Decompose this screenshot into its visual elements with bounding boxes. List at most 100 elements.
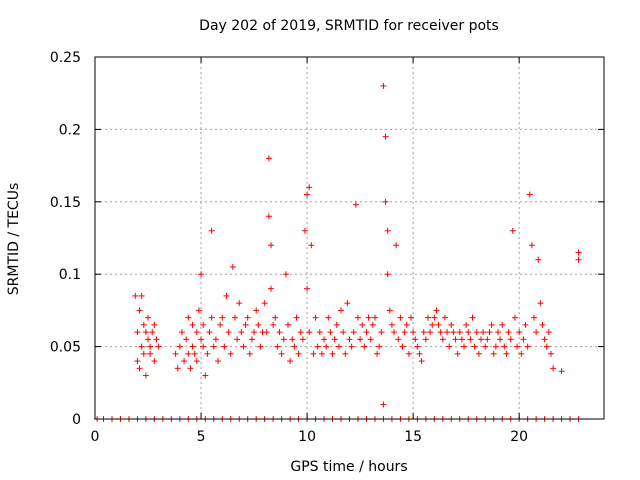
data-point	[452, 336, 459, 343]
data-point	[575, 256, 582, 263]
data-point	[257, 343, 264, 350]
data-point	[291, 343, 298, 350]
data-point	[391, 329, 398, 336]
data-point	[272, 314, 279, 321]
data-point	[477, 336, 484, 343]
x-tick-label: 15	[404, 429, 422, 445]
data-point	[378, 329, 385, 336]
data-point	[388, 321, 395, 328]
data-point	[246, 350, 253, 357]
data-point	[399, 343, 406, 350]
data-point	[191, 350, 198, 357]
data-point	[367, 336, 374, 343]
data-point	[280, 336, 287, 343]
data-point	[352, 201, 359, 208]
x-tick-label: 10	[298, 429, 316, 445]
data-point	[467, 336, 474, 343]
data-point	[363, 329, 370, 336]
data-point	[520, 336, 527, 343]
data-point	[444, 329, 451, 336]
data-point	[268, 242, 275, 249]
data-point	[318, 350, 325, 357]
data-point	[537, 300, 544, 307]
y-tick-label: 0.05	[50, 340, 81, 356]
data-point	[151, 358, 158, 365]
data-point	[193, 329, 200, 336]
data-point	[195, 307, 202, 314]
data-point	[172, 350, 179, 357]
data-point	[212, 336, 219, 343]
data-point	[384, 271, 391, 278]
data-point	[503, 350, 510, 357]
data-point	[543, 343, 550, 350]
data-point	[208, 227, 215, 234]
data-point	[140, 350, 147, 357]
data-point	[227, 350, 234, 357]
data-point	[329, 350, 336, 357]
data-point	[482, 343, 489, 350]
data-point	[439, 336, 446, 343]
data-point	[189, 321, 196, 328]
data-point	[492, 343, 499, 350]
data-point	[533, 329, 540, 336]
data-point	[494, 329, 501, 336]
data-point	[359, 321, 366, 328]
y-tick-label: 0.15	[50, 195, 81, 211]
data-point	[185, 314, 192, 321]
data-point	[429, 321, 436, 328]
data-point	[528, 242, 535, 249]
data-point	[497, 336, 504, 343]
data-point	[185, 350, 192, 357]
data-point	[393, 242, 400, 249]
data-point	[304, 285, 311, 292]
data-point	[514, 343, 521, 350]
data-point	[450, 329, 457, 336]
data-point	[327, 329, 334, 336]
data-point	[518, 350, 525, 357]
data-point	[155, 343, 162, 350]
data-point	[499, 321, 506, 328]
data-point	[486, 329, 493, 336]
data-point	[501, 343, 508, 350]
data-point	[132, 292, 139, 299]
data-point	[509, 227, 516, 234]
data-point	[198, 271, 205, 278]
data-point	[410, 329, 417, 336]
data-point	[473, 329, 480, 336]
data-point	[136, 365, 143, 372]
data-point	[431, 314, 438, 321]
data-point	[238, 329, 245, 336]
y-tick-label: 0.2	[59, 122, 81, 138]
data-point	[371, 314, 378, 321]
data-point	[151, 321, 158, 328]
data-point	[511, 314, 518, 321]
data-point	[176, 343, 183, 350]
data-point	[181, 358, 188, 365]
data-point	[484, 336, 491, 343]
data-point	[306, 184, 313, 191]
data-point	[505, 329, 512, 336]
data-point	[461, 343, 468, 350]
data-point	[448, 321, 455, 328]
data-point	[346, 336, 353, 343]
data-point	[475, 350, 482, 357]
data-point	[136, 307, 143, 314]
y-tick-label: 0	[72, 412, 81, 428]
data-point	[338, 307, 345, 314]
data-point	[350, 329, 357, 336]
data-point	[446, 343, 453, 350]
plot-frame	[94, 56, 605, 420]
data-point	[301, 227, 308, 234]
data-point	[408, 314, 415, 321]
data-point	[424, 314, 431, 321]
chart-title: Day 202 of 2019, SRMTID for receiver pot…	[199, 18, 499, 34]
data-point	[374, 350, 381, 357]
data-point	[217, 321, 224, 328]
data-point	[284, 321, 291, 328]
data-point	[380, 82, 387, 89]
data-point	[187, 365, 194, 372]
data-point	[178, 329, 185, 336]
data-point	[321, 336, 328, 343]
data-point	[348, 343, 355, 350]
